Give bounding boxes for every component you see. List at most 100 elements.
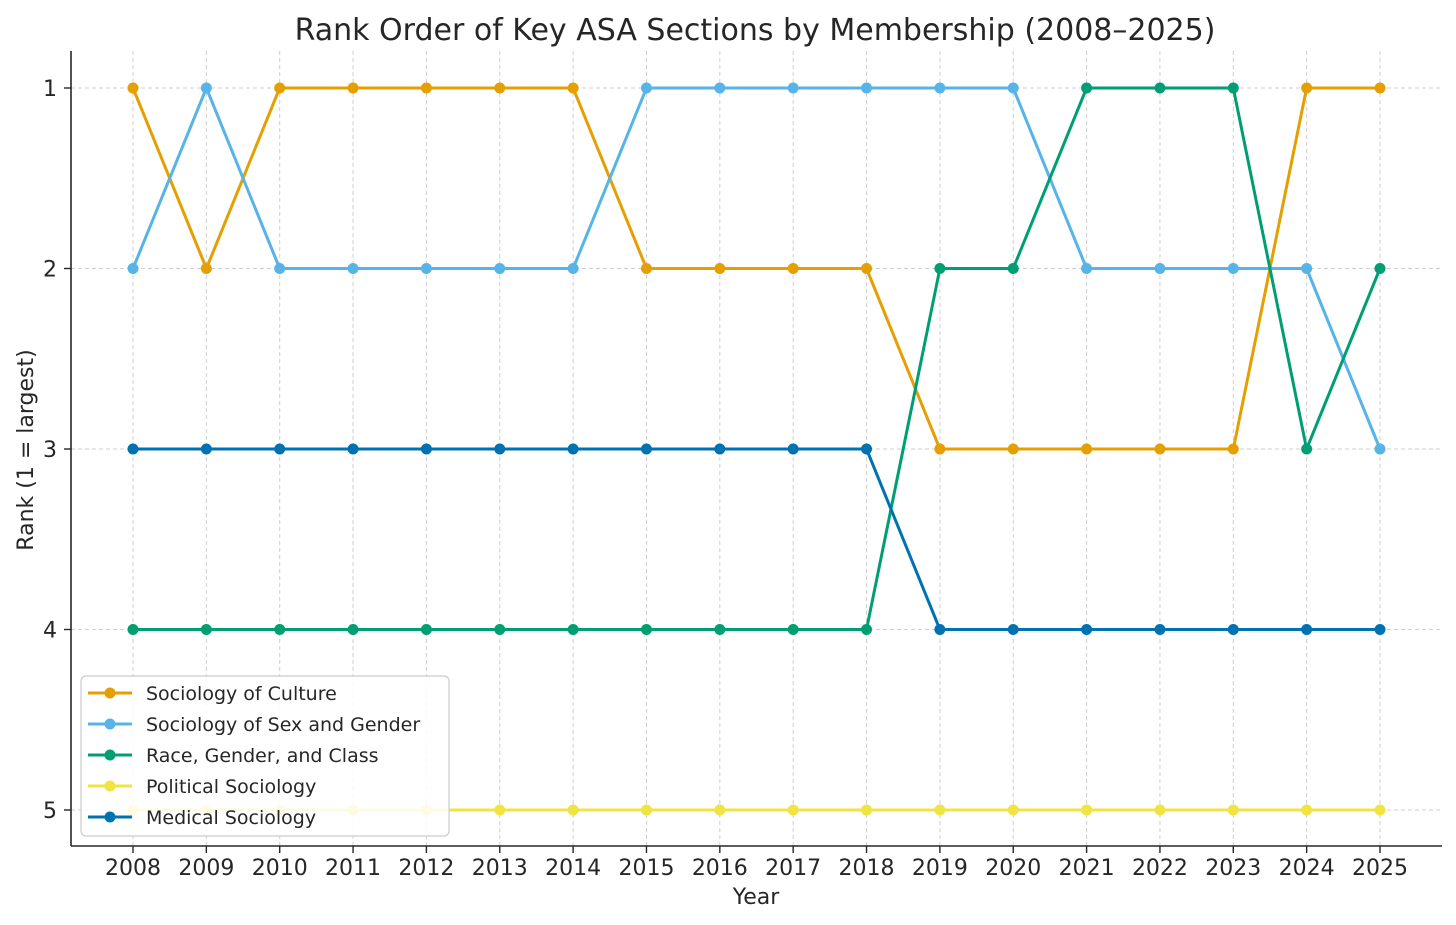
legend-label: Medical Sociology — [146, 807, 316, 829]
data-point — [1374, 624, 1386, 635]
legend: Sociology of Culture Sociology of Sex and… — [80, 675, 450, 837]
data-point — [1007, 263, 1019, 274]
x-tick-label: 2012 — [398, 856, 454, 881]
data-point — [1007, 624, 1019, 635]
data-point — [127, 82, 139, 94]
data-point — [934, 82, 946, 94]
data-point — [714, 624, 726, 635]
data-point — [1374, 804, 1386, 816]
y-tick-label: 4 — [43, 619, 57, 644]
data-point — [640, 263, 652, 274]
ticks: 2008 2009 2010 2011 2012 2013 2014 2015 2016 2017… — [43, 77, 1408, 881]
x-tick-label: 2019 — [912, 856, 968, 881]
data-point — [1081, 263, 1093, 274]
data-point — [787, 624, 799, 635]
data-point — [787, 263, 799, 274]
x-tick-label: 2011 — [325, 856, 381, 881]
data-point — [347, 82, 359, 94]
legend-item: Race, Gender, and Class — [88, 745, 379, 767]
x-tick-label: 2017 — [765, 856, 821, 881]
data-point — [1227, 624, 1239, 635]
data-point — [420, 443, 432, 455]
x-tick-label: 2024 — [1279, 856, 1335, 881]
x-tick-label: 2023 — [1205, 856, 1261, 881]
data-point — [1007, 804, 1019, 816]
data-point — [1301, 82, 1313, 94]
data-point — [494, 624, 506, 635]
data-point — [934, 443, 946, 455]
data-point — [1154, 624, 1166, 635]
x-tick-label: 2022 — [1132, 856, 1188, 881]
data-point — [861, 804, 873, 816]
x-tick-label: 2009 — [178, 856, 234, 881]
y-tick-label: 5 — [43, 799, 57, 824]
y-tick-label: 2 — [43, 258, 57, 283]
series-line — [131, 86, 1382, 450]
data-point — [567, 804, 579, 816]
data-point — [274, 263, 286, 274]
data-point — [640, 624, 652, 635]
data-point — [787, 82, 799, 94]
data-point — [714, 82, 726, 94]
legend-label: Race, Gender, and Class — [146, 745, 379, 767]
data-point — [200, 624, 212, 635]
data-point — [1227, 443, 1239, 455]
data-point — [200, 82, 212, 94]
legend-item: Sociology of Culture — [88, 683, 337, 705]
x-tick-label: 2010 — [252, 856, 308, 881]
legend-marker — [104, 687, 116, 699]
data-point — [861, 624, 873, 635]
data-point — [274, 443, 286, 455]
x-axis-label: Year — [732, 885, 781, 910]
legend-item: Medical Sociology — [88, 807, 316, 829]
data-point — [1154, 82, 1166, 94]
x-tick-label: 2013 — [472, 856, 528, 881]
data-point — [1301, 263, 1313, 274]
series-line — [131, 86, 1380, 451]
data-point — [1007, 443, 1019, 455]
legend-label: Political Sociology — [146, 776, 316, 798]
x-tick-label: 2016 — [692, 856, 748, 881]
data-point — [1081, 443, 1093, 455]
data-point — [420, 263, 432, 274]
data-point — [1227, 263, 1239, 274]
data-point — [347, 624, 359, 635]
y-tick-label: 3 — [43, 438, 57, 463]
chart-title: Rank Order of Key ASA Sections by Member… — [295, 13, 1216, 48]
data-point — [1227, 804, 1239, 816]
data-point — [714, 804, 726, 816]
x-tick-label: 2015 — [618, 856, 674, 881]
data-point — [934, 624, 946, 635]
data-point — [420, 624, 432, 635]
data-point — [127, 263, 139, 274]
series-medical-sociology — [127, 443, 1386, 635]
x-tick-label: 2008 — [105, 856, 161, 881]
data-point — [567, 263, 579, 274]
data-point — [934, 263, 946, 274]
data-point — [347, 443, 359, 455]
x-tick-label: 2014 — [545, 856, 601, 881]
data-point — [567, 82, 579, 94]
x-tick-label: 2021 — [1059, 856, 1115, 881]
data-point — [200, 443, 212, 455]
data-point — [1154, 804, 1166, 816]
data-point — [714, 263, 726, 274]
series-sociology-of-sex-and-gender — [127, 82, 1386, 455]
data-point — [1374, 443, 1386, 455]
data-point — [567, 443, 579, 455]
data-point — [420, 82, 432, 94]
data-point — [787, 443, 799, 455]
data-point — [127, 443, 139, 455]
data-point — [274, 82, 286, 94]
data-point — [640, 804, 652, 816]
data-point — [1154, 263, 1166, 274]
data-point — [640, 82, 652, 94]
data-point — [640, 443, 652, 455]
data-point — [1081, 804, 1093, 816]
data-point — [1301, 804, 1313, 816]
data-point — [127, 624, 139, 635]
x-tick-label: 2018 — [839, 856, 895, 881]
data-point — [1081, 82, 1093, 94]
data-point — [861, 263, 873, 274]
data-point — [714, 443, 726, 455]
